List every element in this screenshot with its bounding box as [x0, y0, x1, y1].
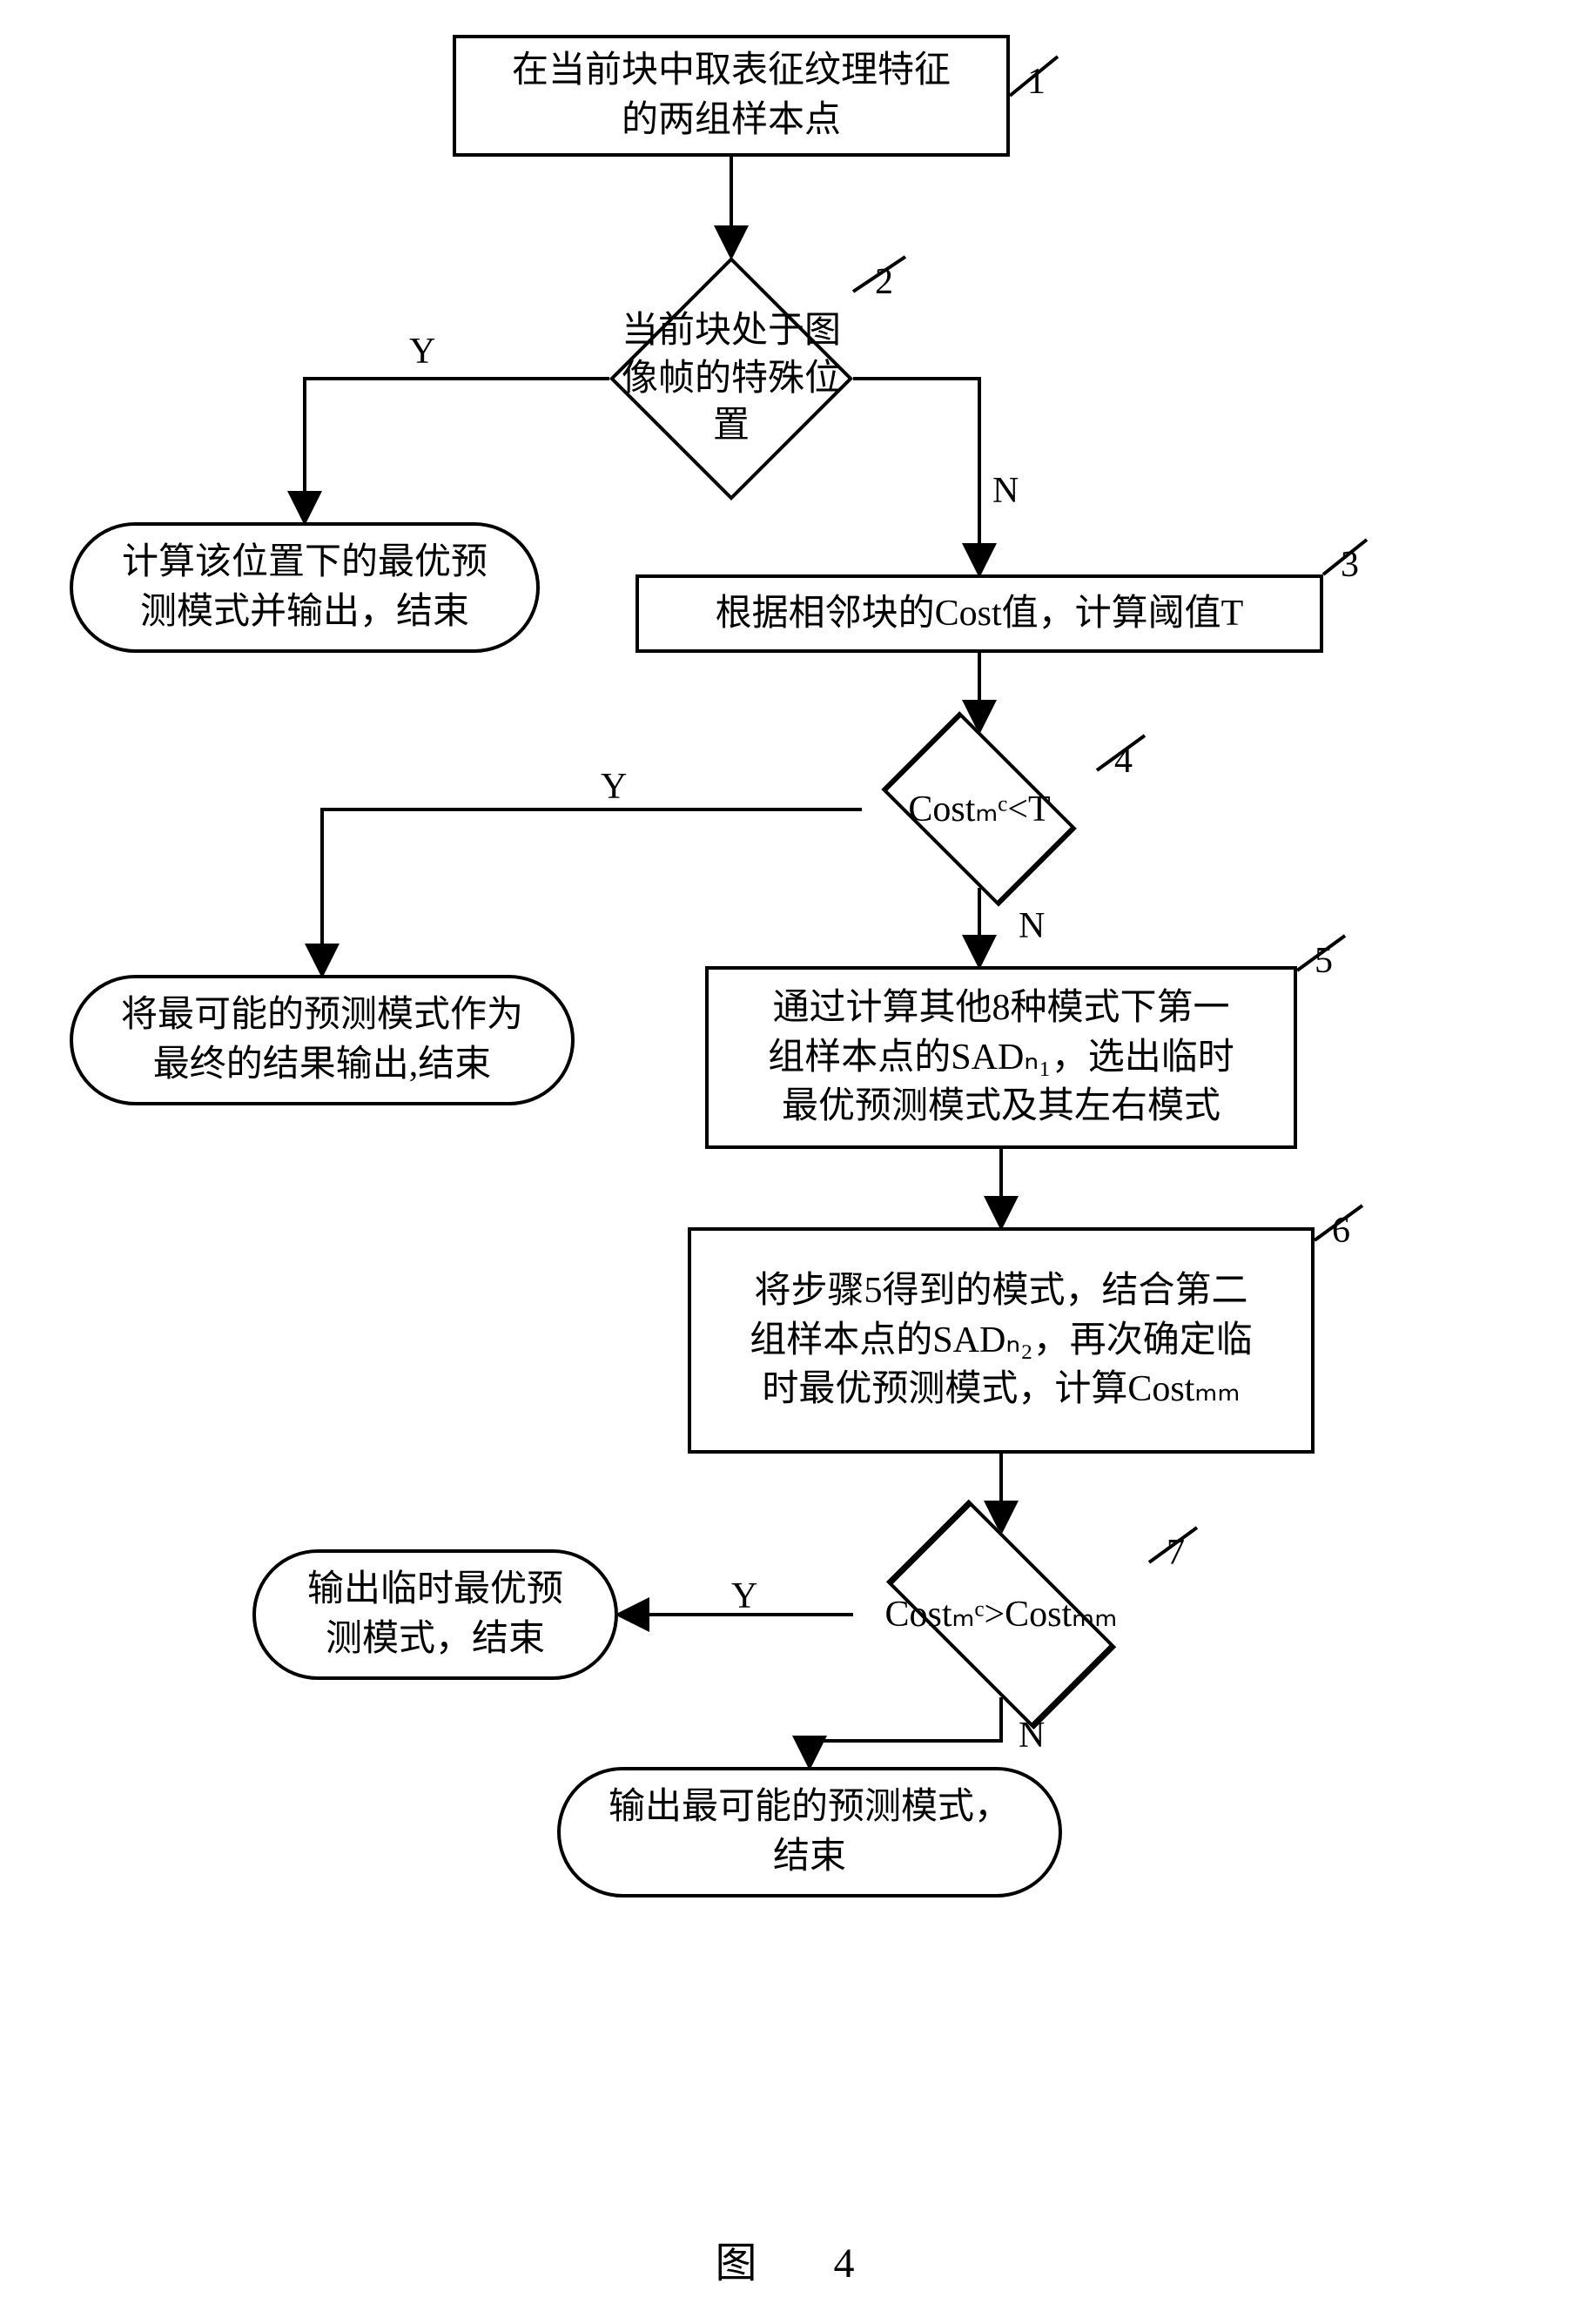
edge-label-e2y: Y [409, 331, 435, 373]
node-t2y: 计算该位置下的最优预 测模式并输出，结束 [70, 522, 540, 653]
node-n1: 在当前块中取表征纹理特征 的两组样本点 [453, 35, 1010, 157]
edge-label-e2n: N [992, 470, 1019, 512]
node-n6: 将步骤5得到的模式，结合第二 组样本点的SADₙ₂，再次确定临 时最优预测模式，… [688, 1227, 1315, 1454]
node-t4y: 将最可能的预测模式作为 最终的结果输出,结束 [70, 975, 575, 1105]
edge-label-e7y: Y [731, 1575, 757, 1617]
tag-n1: 1 [1027, 61, 1046, 103]
node-t7y: 输出临时最优预 测模式，结束 [252, 1549, 618, 1680]
node-n2: 当前块处于图 像帧的特殊位置 [609, 257, 853, 500]
node-text-n2: 当前块处于图 像帧的特殊位置 [609, 257, 853, 500]
tag-n7: 7 [1167, 1532, 1185, 1574]
edge-label-e7n: N [1019, 1715, 1045, 1756]
node-t7n: 输出最可能的预测模式， 结束 [557, 1767, 1062, 1897]
node-n4: Costₘᶜ<T [862, 731, 1097, 888]
node-n7: Costₘᶜ>Costₘₘ [853, 1532, 1149, 1697]
flowchart-canvas: 在当前块中取表征纹理特征 的两组样本点当前块处于图 像帧的特殊位置计算该位置下的… [35, 35, 1552, 2211]
node-n5: 通过计算其他8种模式下第一 组样本点的SADₙ₁，选出临时 最优预测模式及其左右… [705, 966, 1297, 1149]
figure-caption: 图 4 [35, 2228, 1552, 2289]
edge-label-e4n: N [1019, 905, 1045, 947]
tag-n5: 5 [1315, 940, 1333, 982]
tag-n2: 2 [875, 261, 893, 303]
node-text-n4: Costₘᶜ<T [862, 731, 1097, 888]
node-text-n7: Costₘᶜ>Costₘₘ [853, 1532, 1149, 1697]
edge-label-e4y: Y [601, 766, 627, 808]
tag-n6: 6 [1332, 1210, 1350, 1252]
tag-n4: 4 [1114, 740, 1133, 782]
node-n3: 根据相邻块的Cost值，计算阈值T [635, 574, 1323, 653]
tag-n3: 3 [1341, 544, 1359, 586]
